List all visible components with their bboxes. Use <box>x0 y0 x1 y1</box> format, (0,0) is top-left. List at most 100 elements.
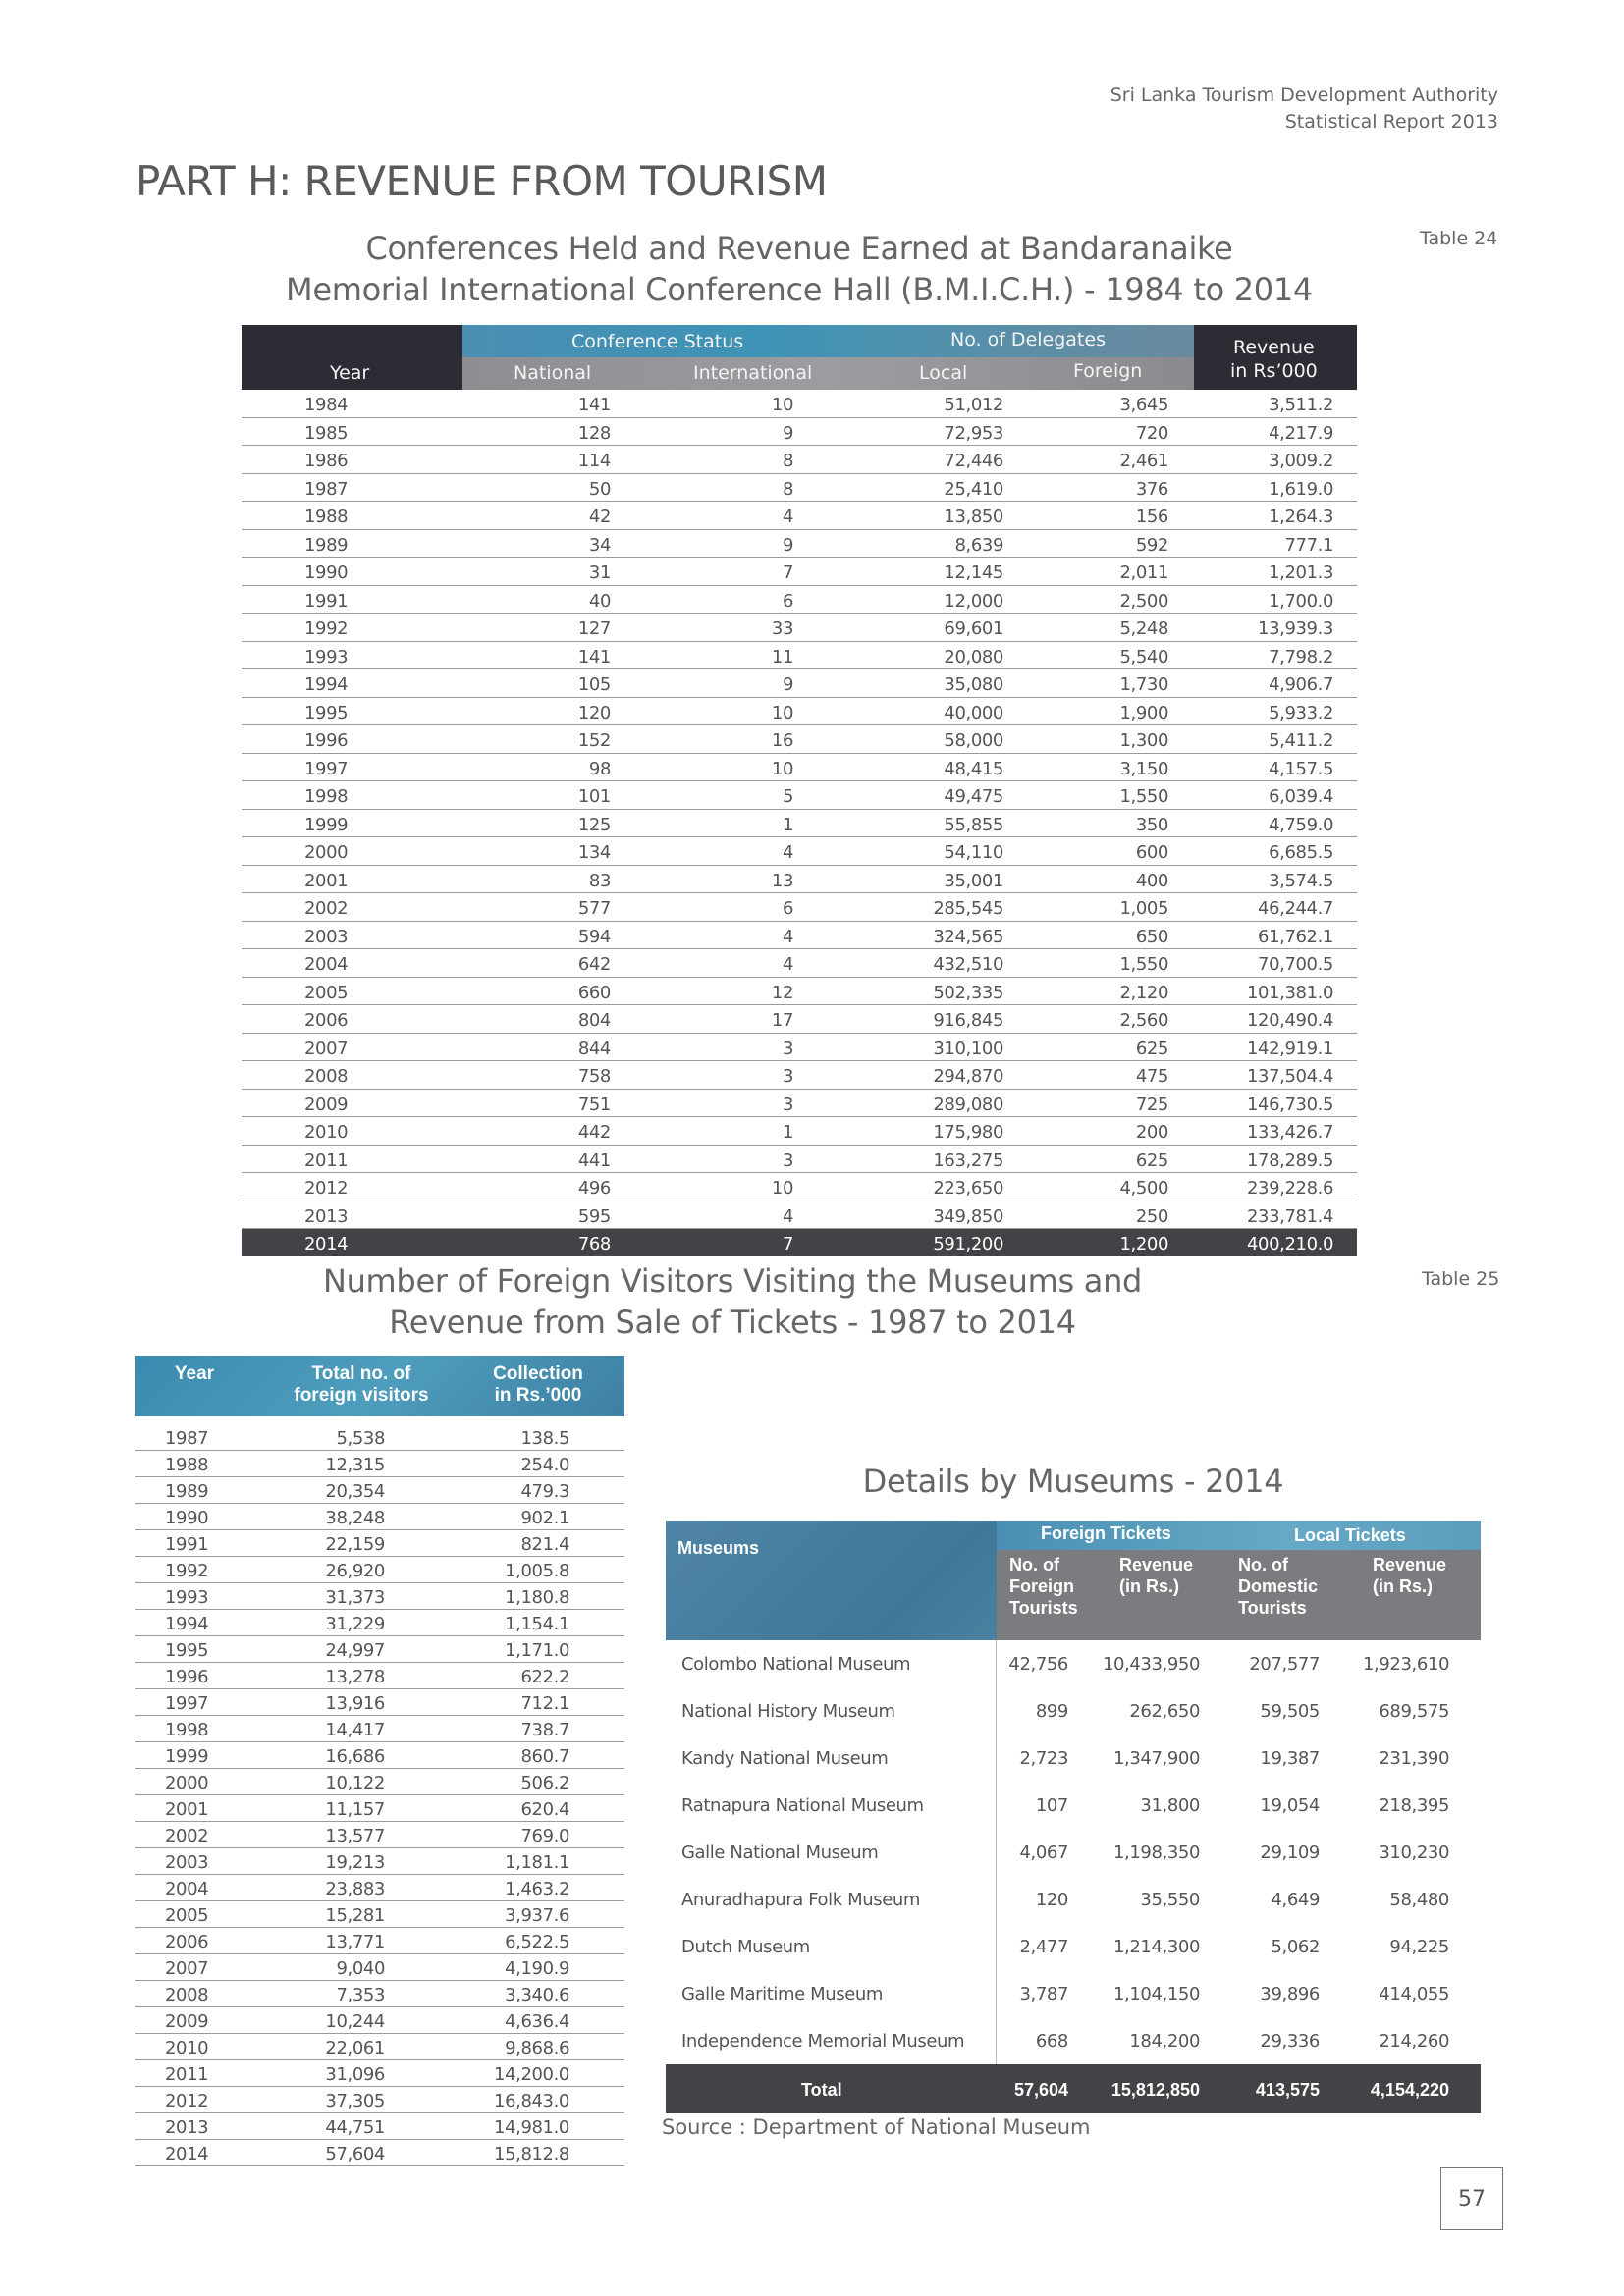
table-row: 2007 844 3 310,100 625 142,919.1 <box>242 1034 1357 1061</box>
table-cell: 15,812.8 <box>494 2144 569 2164</box>
table-cell: 7 <box>782 562 793 583</box>
table-cell: 2004 <box>165 1879 209 1899</box>
museums-table-header: Museums Foreign Tickets Local Tickets No… <box>666 1521 1481 1640</box>
table24-title-line2: Memorial International Conference Hall (… <box>286 271 1313 308</box>
table-cell: 8,639 <box>954 534 1003 556</box>
table-cell: 4,636.4 <box>505 2011 569 2032</box>
table-cell: 40,000 <box>944 702 1003 723</box>
museums-table-body: Colombo National Museum 42,756 10,433,950 2… <box>666 1640 1481 2064</box>
table-cell: 3,645 <box>1119 395 1168 415</box>
table-cell: 3,340.6 <box>505 1985 569 2005</box>
museum-visitors-table: Year Total no. of foreign visitors Colle… <box>135 1356 624 2166</box>
table-row: Galle Maritime Museum 3,787 1,104,150 39,89… <box>666 1970 1481 2017</box>
table-cell: 207,577 <box>1249 1654 1320 1675</box>
table-cell: 350 <box>1135 814 1169 835</box>
table-row: 2008 7,353 3,340.6 <box>135 1981 624 2007</box>
table-cell: 11,157 <box>325 1799 385 1820</box>
table-row: 1998 101 5 49,475 1,550 6,039.4 <box>242 781 1357 810</box>
table-cell: 577 <box>577 898 612 919</box>
table-row: 2002 577 6 285,545 1,005 46,244.7 <box>242 893 1357 922</box>
table-row: 2004 23,883 1,463.2 <box>135 1875 624 1901</box>
col-conference-status: Conference Status <box>571 331 744 352</box>
table-cell: 58,000 <box>944 730 1003 751</box>
table-cell: 156 <box>1135 507 1169 527</box>
table-cell: 98 <box>588 758 612 779</box>
table-row: 1989 34 9 8,639 592 777.1 <box>242 530 1357 558</box>
table-cell: 9 <box>782 422 793 444</box>
table-cell: 101 <box>577 786 612 807</box>
table-cell: 134 <box>577 842 612 863</box>
table-cell: 442 <box>577 1122 612 1143</box>
table-cell: 34 <box>588 534 612 556</box>
table-cell: 218,395 <box>1379 1795 1449 1816</box>
table-cell: 262,650 <box>1129 1701 1200 1722</box>
table-cell: 4,759.0 <box>1269 814 1333 835</box>
table-cell: 13,916 <box>325 1693 385 1714</box>
table-cell: 14,981.0 <box>494 2117 569 2138</box>
table-cell: 1,201.3 <box>1269 562 1333 583</box>
table-cell: 2008 <box>304 1066 349 1087</box>
table-cell: 20,080 <box>944 646 1003 667</box>
table-row: 1998 14,417 738.7 <box>135 1716 624 1742</box>
table-cell: 31 <box>588 562 612 583</box>
table-cell: 1997 <box>165 1693 209 1714</box>
conference-table-body: 1984 141 10 51,012 3,645 3,511.2 1985 128 9 72,95… <box>242 390 1357 1256</box>
source-note: Source : Department of National Museum <box>662 2115 1091 2139</box>
table-row: 2012 496 10 223,650 4,500 239,228.6 <box>242 1173 1357 1201</box>
table-cell: 2013 <box>165 2117 209 2138</box>
table-row: 1995 24,997 1,171.0 <box>135 1636 624 1663</box>
table-cell: 49,475 <box>944 786 1003 807</box>
table-cell: Independence Memorial Museum <box>681 2031 965 2052</box>
table-cell: 13,939.3 <box>1258 618 1333 639</box>
table-cell: 2014 <box>165 2144 209 2164</box>
museum-visitors-header: Year Total no. of foreign visitors Colle… <box>135 1356 624 1416</box>
table-cell: 4,157.5 <box>1269 758 1333 779</box>
table-cell: 72,446 <box>944 451 1003 471</box>
table-cell: 31,373 <box>325 1587 385 1608</box>
table-cell: 83 <box>588 870 612 891</box>
table-row: 1986 114 8 72,446 2,461 3,009.2 <box>242 446 1357 474</box>
table-cell: 625 <box>1135 1149 1169 1171</box>
table-cell: 13,278 <box>325 1667 385 1687</box>
col-year: Year <box>330 362 370 384</box>
table-cell: Galle Maritime Museum <box>681 1984 884 2004</box>
table-cell: 58,480 <box>1389 1890 1449 1910</box>
table-cell: 15,281 <box>325 1905 385 1926</box>
table-row: Galle National Museum 4,067 1,198,350 29,10… <box>666 1829 1481 1876</box>
table-cell: 61,762.1 <box>1258 926 1333 947</box>
table-row: 2000 134 4 54,110 600 6,685.5 <box>242 837 1357 866</box>
table-cell: 310,230 <box>1379 1842 1449 1863</box>
table-row: 1992 127 33 69,601 5,248 13,939.3 <box>242 614 1357 642</box>
table-cell: 1,264.3 <box>1269 507 1333 527</box>
table-cell: 9,040 <box>336 1958 385 1979</box>
table-row: 2010 22,061 9,868.6 <box>135 2034 624 2060</box>
table-cell: 1996 <box>165 1667 209 1687</box>
table-cell: 400,210.0 <box>1246 1234 1333 1255</box>
table-cell: 2002 <box>165 1826 209 1846</box>
table-cell: 214,260 <box>1379 2031 1449 2052</box>
table-cell: 5,248 <box>1119 618 1168 639</box>
table-row: 2014 768 7 591,200 1,200 400,210.0 <box>242 1229 1357 1256</box>
table-cell: 1999 <box>304 814 349 835</box>
table-row: Anuradhapura Folk Museum 120 35,550 4,649 58… <box>666 1876 1481 1923</box>
col-local-revenue: Revenue (in Rs.) <box>1373 1555 1447 1596</box>
table-cell: 4 <box>782 507 793 527</box>
table-cell: 13,850 <box>944 507 1003 527</box>
table-cell: 4,190.9 <box>505 1958 569 1979</box>
table-cell: 125 <box>577 814 612 835</box>
table-cell: 1994 <box>304 674 349 695</box>
table-cell: 2007 <box>304 1038 349 1059</box>
table-cell: 24,997 <box>325 1640 385 1661</box>
table-cell: Kandy National Museum <box>681 1748 889 1769</box>
table-cell: 7,798.2 <box>1269 646 1333 667</box>
table-cell: 349,850 <box>933 1205 1003 1227</box>
table-cell: 50 <box>588 478 612 500</box>
table-cell: 14,417 <box>325 1720 385 1740</box>
table-cell: 101,381.0 <box>1246 982 1333 1003</box>
table25-title-line2: Revenue from Sale of Tickets - 1987 to 2… <box>389 1304 1076 1341</box>
table-cell: 231,390 <box>1379 1748 1449 1769</box>
table-row: 1990 38,248 902.1 <box>135 1504 624 1530</box>
table-cell: 19,054 <box>1260 1795 1320 1816</box>
table-cell: 12,145 <box>944 562 1003 583</box>
table-cell: 70,700.5 <box>1258 954 1333 975</box>
